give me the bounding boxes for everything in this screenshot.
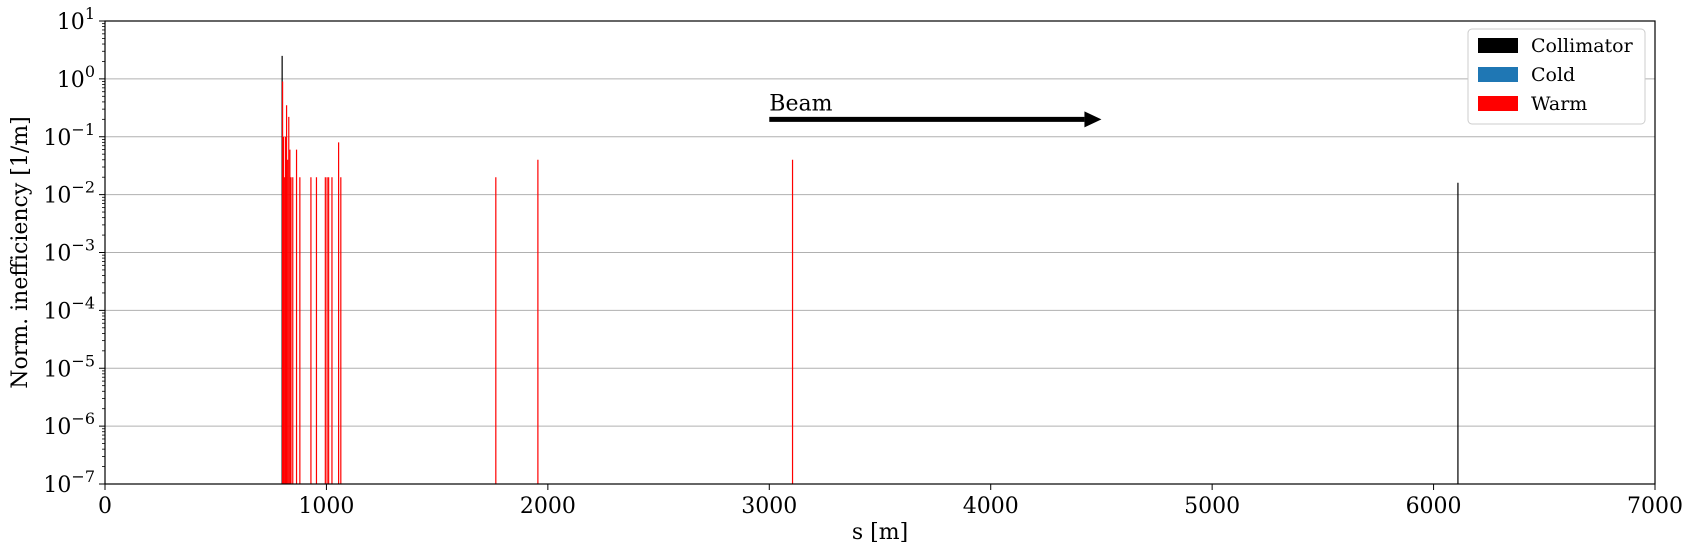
x-tick-label: 7000 bbox=[1627, 494, 1683, 519]
y-tick-label: 100 bbox=[57, 62, 95, 93]
legend-label-collimator: Collimator bbox=[1531, 35, 1634, 57]
beam-annotation: Beam bbox=[769, 91, 1102, 128]
x-tick-label: 5000 bbox=[1184, 494, 1240, 519]
x-tick-label: 1000 bbox=[298, 494, 354, 519]
x-tick-label: 0 bbox=[98, 494, 112, 519]
y-tick-label: 10−2 bbox=[43, 178, 95, 209]
beam-label: Beam bbox=[769, 91, 832, 116]
bars bbox=[281, 55, 1459, 484]
legend-label-warm: Warm bbox=[1531, 93, 1587, 115]
y-tick-label: 10−7 bbox=[43, 467, 95, 498]
beam-arrow-head bbox=[1084, 111, 1102, 128]
y-tick-label: 10−5 bbox=[43, 351, 95, 382]
y-axis-label: Norm. inefficiency [1/m] bbox=[8, 116, 33, 388]
legend-swatch-warm bbox=[1478, 96, 1518, 111]
y-tick-label: 101 bbox=[57, 4, 95, 35]
legend-label-cold: Cold bbox=[1531, 64, 1575, 86]
legend: Collimator Cold Warm bbox=[1467, 28, 1646, 125]
x-tick-label: 3000 bbox=[741, 494, 797, 519]
x-tick-label: 2000 bbox=[520, 494, 576, 519]
legend-swatch-cold bbox=[1478, 67, 1518, 82]
y-axis-ticks: 10−7 10−6 10−5 10−4 10−3 10−2 10−1 100 101 bbox=[43, 4, 105, 498]
x-axis-ticks: 0 1000 2000 3000 4000 5000 6000 7000 bbox=[98, 484, 1683, 519]
y-tick-label: 10−6 bbox=[43, 409, 95, 440]
x-axis-label: s [m] bbox=[852, 520, 908, 545]
x-tick-label: 6000 bbox=[1406, 494, 1462, 519]
y-tick-label: 10−3 bbox=[43, 236, 95, 267]
y-tick-label: 10−1 bbox=[43, 120, 95, 151]
y-tick-label: 10−4 bbox=[43, 293, 95, 324]
x-tick-label: 4000 bbox=[963, 494, 1019, 519]
legend-swatch-collimator bbox=[1478, 38, 1518, 53]
grid-lines bbox=[105, 20, 1655, 485]
